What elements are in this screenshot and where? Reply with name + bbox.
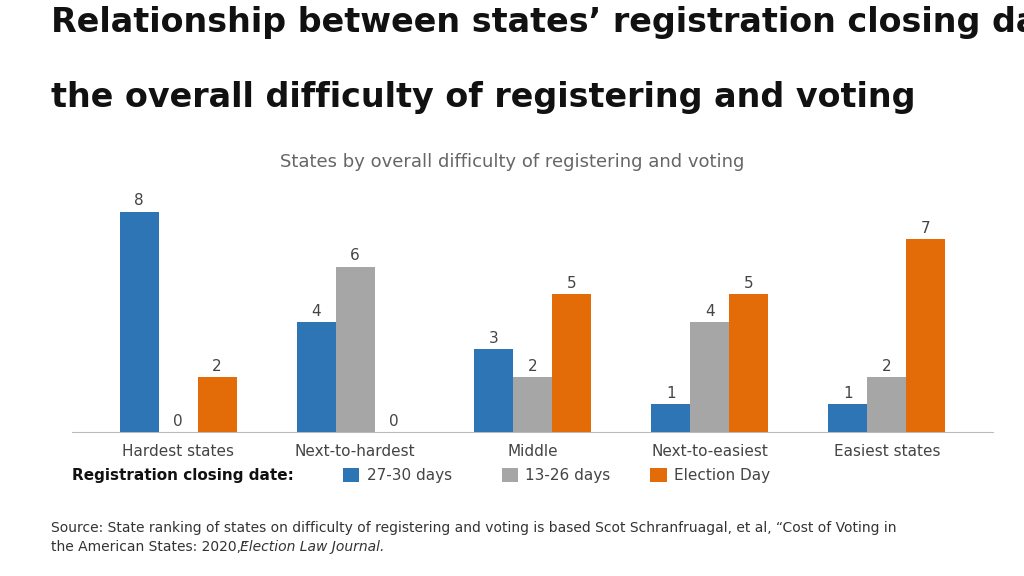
Bar xyxy=(513,377,552,432)
Bar xyxy=(828,404,867,432)
Text: 5: 5 xyxy=(743,276,754,291)
Text: 2: 2 xyxy=(527,359,538,374)
Text: 4: 4 xyxy=(705,304,715,319)
Text: 8: 8 xyxy=(134,194,143,209)
Text: 1: 1 xyxy=(843,386,853,401)
Text: States by overall difficulty of registering and voting: States by overall difficulty of register… xyxy=(280,153,744,170)
Text: 4: 4 xyxy=(311,304,322,319)
Bar xyxy=(867,377,906,432)
Bar xyxy=(552,294,591,432)
Text: the overall difficulty of registering and voting: the overall difficulty of registering an… xyxy=(51,81,915,113)
Bar xyxy=(198,377,237,432)
Bar xyxy=(729,294,768,432)
Text: Registration closing date:: Registration closing date: xyxy=(72,468,294,483)
Text: 27-30 days: 27-30 days xyxy=(367,468,452,483)
Text: 7: 7 xyxy=(922,221,931,236)
Text: 2: 2 xyxy=(882,359,892,374)
Text: 0: 0 xyxy=(173,414,183,429)
Bar xyxy=(474,350,513,432)
Bar xyxy=(906,239,945,432)
Text: 5: 5 xyxy=(566,276,577,291)
Bar xyxy=(336,267,375,432)
Text: 6: 6 xyxy=(350,248,360,263)
Text: 13-26 days: 13-26 days xyxy=(525,468,610,483)
Text: 2: 2 xyxy=(212,359,222,374)
Text: 3: 3 xyxy=(488,331,499,346)
Text: Election Law Journal.: Election Law Journal. xyxy=(240,540,384,554)
Bar xyxy=(651,404,690,432)
Text: Election Day: Election Day xyxy=(674,468,770,483)
Bar xyxy=(120,211,159,432)
Text: the American States: 2020,”: the American States: 2020,” xyxy=(51,540,253,554)
Text: Source: State ranking of states on difficulty of registering and voting is based: Source: State ranking of states on diffi… xyxy=(51,521,897,535)
Bar xyxy=(690,322,729,432)
Text: Relationship between states’ registration closing date and: Relationship between states’ registratio… xyxy=(51,6,1024,39)
Bar xyxy=(297,322,336,432)
Text: 1: 1 xyxy=(666,386,676,401)
Text: 0: 0 xyxy=(389,414,399,429)
